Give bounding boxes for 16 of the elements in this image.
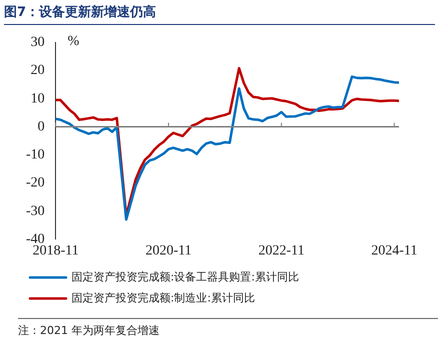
y-tick-label: 10	[30, 91, 45, 106]
y-tick-label: 20	[30, 63, 45, 78]
x-tick-label: 2022-11	[258, 243, 304, 258]
legend-label: 固定资产投资完成额:制造业:累计同比	[72, 291, 255, 304]
x-tick-label: 2018-11	[32, 243, 79, 258]
text: 注：2021 年为两年复合增速	[18, 318, 438, 338]
y-tick-label: 30	[30, 35, 45, 50]
y-axis-title: %	[68, 34, 80, 50]
x-tick-label: 2024-11	[371, 243, 418, 258]
chart-title: 图7：设备更新新增速仍高	[4, 3, 435, 25]
legend-label: 固定资产投资完成额:设备工器具购置:累计同比	[72, 270, 299, 284]
y-tick-label: -30	[26, 204, 45, 219]
x-tick-label: 2020-11	[145, 243, 192, 258]
y-tick-label: -10	[26, 148, 45, 163]
y-tick-label: -20	[26, 176, 45, 191]
y-tick-label: 0	[38, 119, 45, 134]
